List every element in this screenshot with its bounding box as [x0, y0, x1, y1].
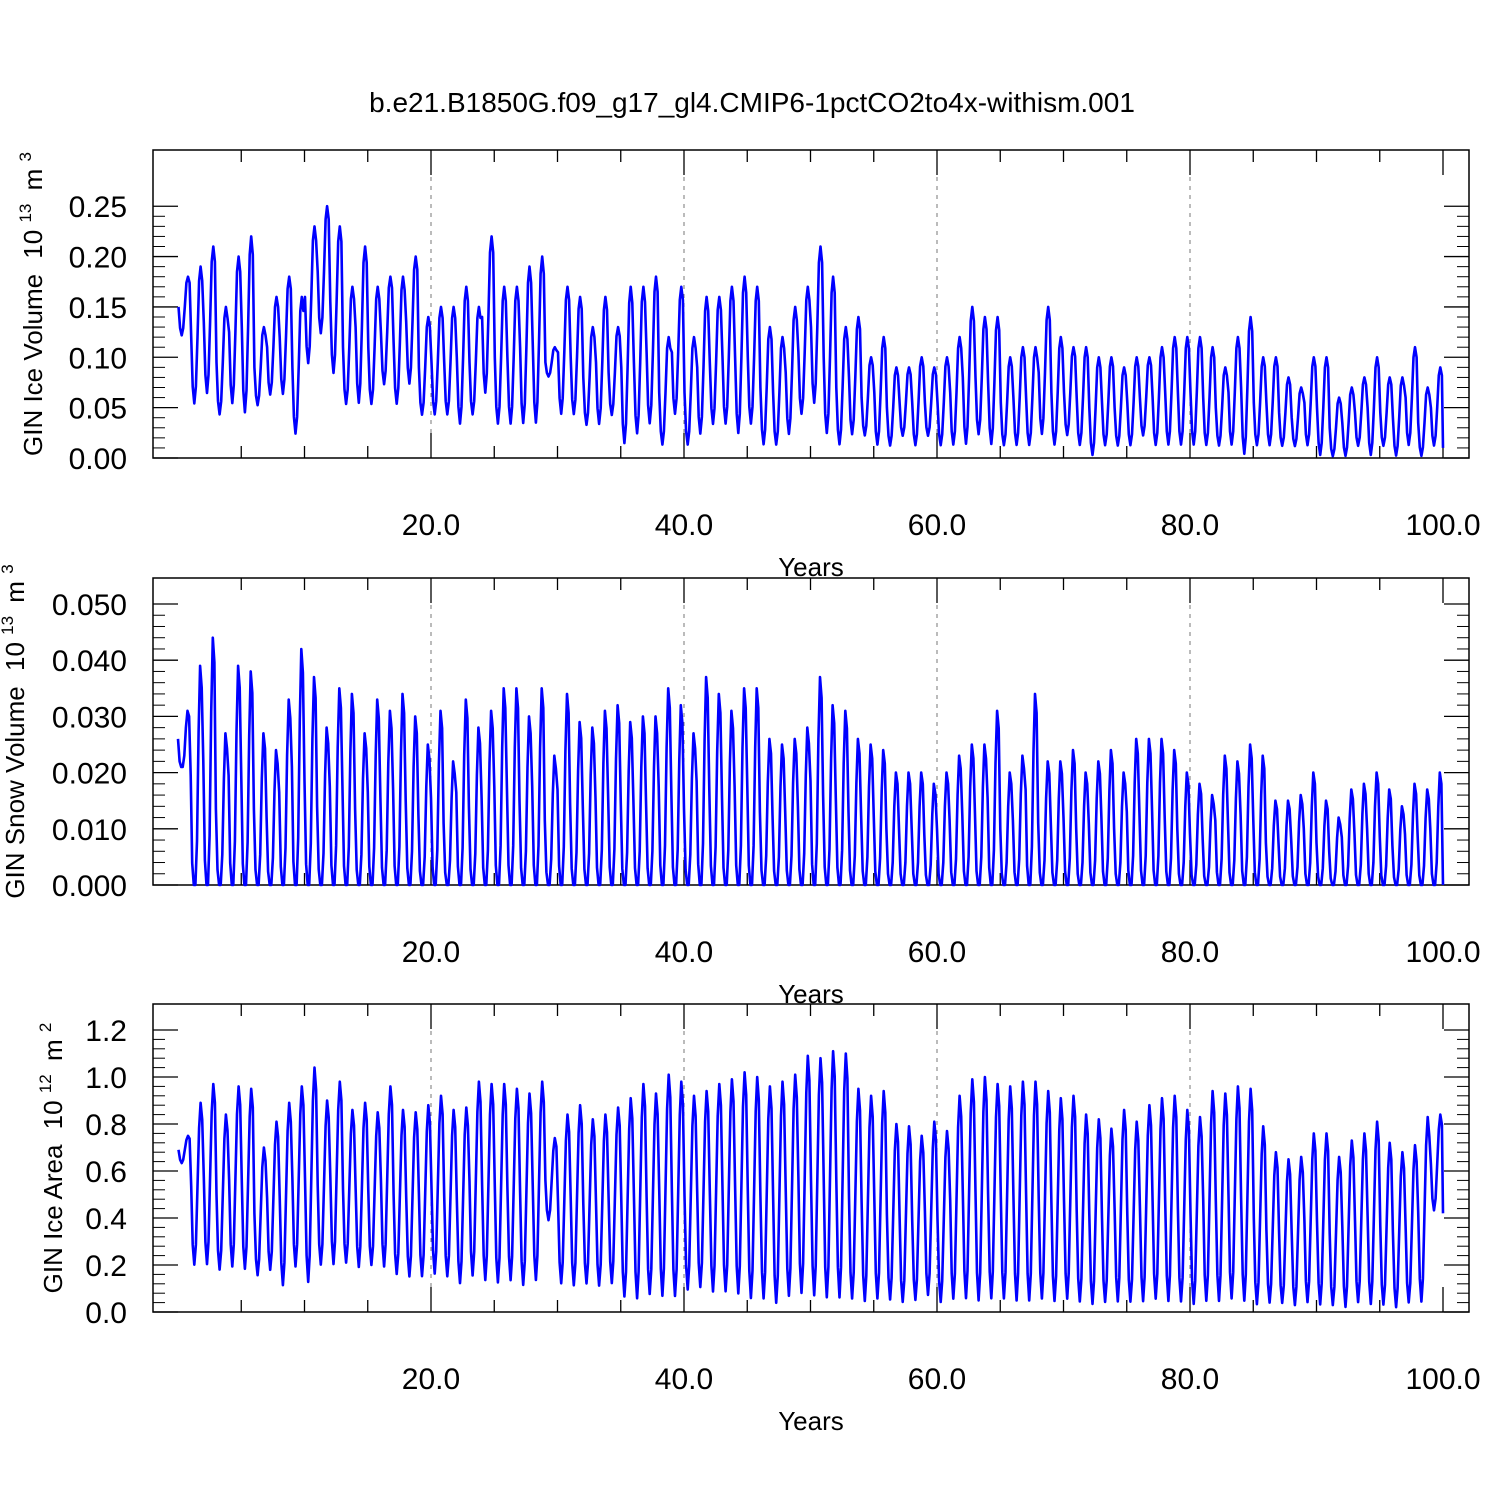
x-tick-label: 20.0 [402, 936, 460, 969]
y-tick-label: 0.25 [69, 191, 127, 224]
y-tick-label: 1.0 [85, 1062, 127, 1095]
y-axis-ticks: 0.00 0.05 0.10 0.15 0.20 0.25 [69, 191, 1469, 476]
series-line [177, 1049, 1445, 1309]
y-tick-label: 0.010 [52, 814, 127, 847]
series-line [177, 204, 1445, 458]
y-axis-label-unit: m [0, 581, 30, 603]
data-series [176, 636, 1445, 887]
y-tick-label: 0.6 [85, 1156, 127, 1189]
y-tick-label: 0.050 [52, 589, 127, 622]
y-axis-label: GIN Snow Volume 10 13 m 3 [0, 564, 30, 898]
x-tick-label: 40.0 [655, 509, 713, 542]
panel-ice-area: 0.0 0.2 0.4 0.6 0.8 1.0 1.2 20.0 40.0 60.0 80.0 10… [27, 1003, 1481, 1436]
y-axis-label-unit: m [38, 1039, 68, 1061]
x-axis-label: Years [778, 1406, 844, 1436]
y-tick-label: 1.2 [85, 1015, 127, 1048]
x-tick-label: 60.0 [908, 1363, 966, 1396]
x-tick-label: 40.0 [655, 1363, 713, 1396]
y-axis-label-exp: 12 [36, 1074, 55, 1093]
y-axis-label: GIN Ice Area 10 12 m 2 [27, 1023, 68, 1294]
data-series [177, 1049, 1445, 1309]
y-tick-label: 0.15 [69, 292, 127, 325]
x-axis-ticks: 20.0 40.0 60.0 80.0 100.0 [240, 1004, 1481, 1396]
y-tick-label: 0.20 [69, 242, 127, 275]
y-tick-label: 0.05 [69, 393, 127, 426]
y-axis-label-base: 10 [38, 1100, 68, 1129]
y-axis-ticks: 0.0 0.2 0.4 0.6 0.8 1.0 1.2 [85, 1015, 1469, 1330]
x-tick-label: 80.0 [1161, 936, 1219, 969]
y-tick-label: 0.0 [85, 1297, 127, 1330]
x-axis-ticks: 20.0 40.0 60.0 80.0 100.0 [240, 150, 1481, 542]
y-axis-label-name: GIN Ice Volume [18, 274, 48, 456]
y-tick-label: 0.020 [52, 758, 127, 791]
y-axis-label-unit-exp: 3 [16, 152, 35, 161]
y-tick-label: 0.030 [52, 701, 127, 734]
x-tick-label: 20.0 [402, 509, 460, 542]
x-tick-label: 20.0 [402, 1363, 460, 1396]
y-tick-label: 0.00 [69, 443, 127, 476]
chart-title: b.e21.B1850G.f09_g17_gl4.CMIP6-1pctCO2to… [369, 87, 1135, 118]
y-axis-label-name: GIN Ice Area [38, 1144, 68, 1293]
x-axis-label: Years [778, 552, 844, 582]
plot-frame [152, 577, 1470, 886]
panel-ice-volume: 0.00 0.05 0.10 0.15 0.20 0.25 20.0 40.0 60.0 80.… [7, 149, 1481, 582]
y-axis-label-name: GIN Snow Volume [0, 686, 30, 898]
x-tick-label: 80.0 [1161, 509, 1219, 542]
y-axis-label-unit-exp: 2 [36, 1023, 55, 1032]
x-tick-label: 100.0 [1405, 509, 1480, 542]
panel-snow-volume: 0.000 0.010 0.020 0.030 0.040 0.050 20.0 40.0 6… [0, 564, 1481, 1009]
series-line [176, 636, 1445, 887]
data-series [177, 204, 1445, 458]
x-tick-label: 100.0 [1405, 1363, 1480, 1396]
x-tick-label: 100.0 [1405, 936, 1480, 969]
x-tick-label: 60.0 [908, 509, 966, 542]
y-tick-label: 0.2 [85, 1250, 127, 1283]
plot-frame [152, 1003, 1470, 1313]
y-tick-label: 0.000 [52, 870, 127, 903]
y-axis-label-exp: 13 [0, 616, 17, 635]
y-axis-label: GIN Ice Volume 10 13 m 3 [7, 152, 48, 456]
y-tick-label: 0.4 [85, 1203, 127, 1236]
y-axis-label-base: 10 [0, 642, 30, 671]
x-tick-label: 80.0 [1161, 1363, 1219, 1396]
plot-frame [152, 149, 1470, 459]
y-tick-label: 0.8 [85, 1109, 127, 1142]
x-axis-ticks: 20.0 40.0 60.0 80.0 100.0 [240, 578, 1481, 969]
y-axis-ticks: 0.000 0.010 0.020 0.030 0.040 0.050 [52, 589, 1469, 903]
y-axis-label-base: 10 [18, 230, 48, 259]
y-axis-label-unit-exp: 3 [0, 564, 17, 573]
y-axis-label-unit: m [18, 169, 48, 191]
x-tick-label: 40.0 [655, 936, 713, 969]
y-axis-label-exp: 13 [16, 204, 35, 223]
y-tick-label: 0.10 [69, 342, 127, 375]
y-tick-label: 0.040 [52, 645, 127, 678]
x-tick-label: 60.0 [908, 936, 966, 969]
